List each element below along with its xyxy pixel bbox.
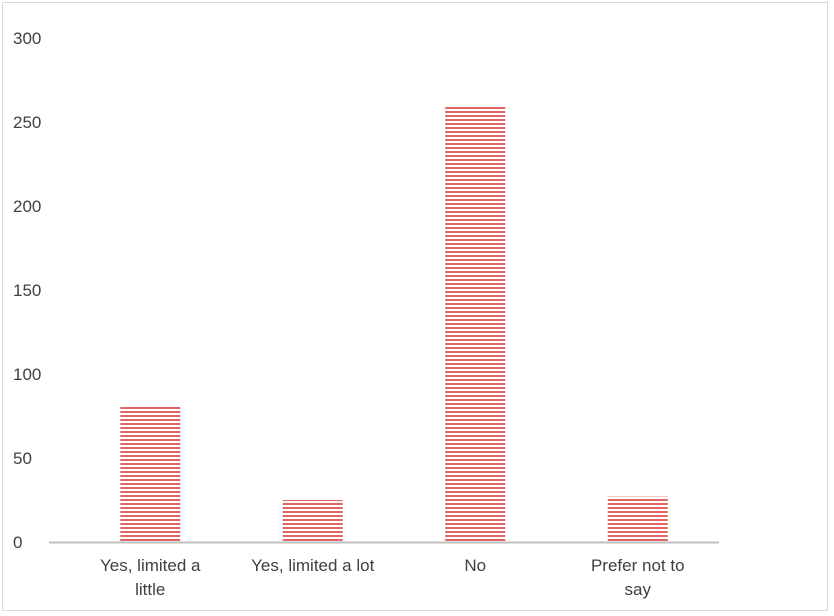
x-axis-labels: Yes, limited a little Yes, limited a lot No… <box>100 556 685 599</box>
y-axis-ticks: 0 50 100 150 200 250 300 <box>13 29 41 552</box>
y-tick-label: 150 <box>13 281 41 300</box>
y-tick-label: 200 <box>13 197 41 216</box>
y-tick-label: 50 <box>13 449 32 468</box>
x-tick-label: Yes, limited a lot <box>251 556 374 575</box>
bar <box>607 496 668 542</box>
bar <box>120 405 181 542</box>
y-tick-label: 0 <box>13 533 22 552</box>
x-tick-label: Yes, limited a little <box>100 556 201 599</box>
bar <box>445 106 506 542</box>
bar <box>282 500 343 542</box>
chart-frame: 0 50 100 150 200 250 300 Yes, limited a little Y… <box>2 2 828 611</box>
x-tick-label: No <box>464 556 486 575</box>
y-tick-label: 100 <box>13 365 41 384</box>
y-tick-label: 250 <box>13 113 41 132</box>
x-tick-label: Prefer not to say <box>591 556 685 599</box>
bars <box>120 106 668 542</box>
y-tick-label: 300 <box>13 29 41 48</box>
